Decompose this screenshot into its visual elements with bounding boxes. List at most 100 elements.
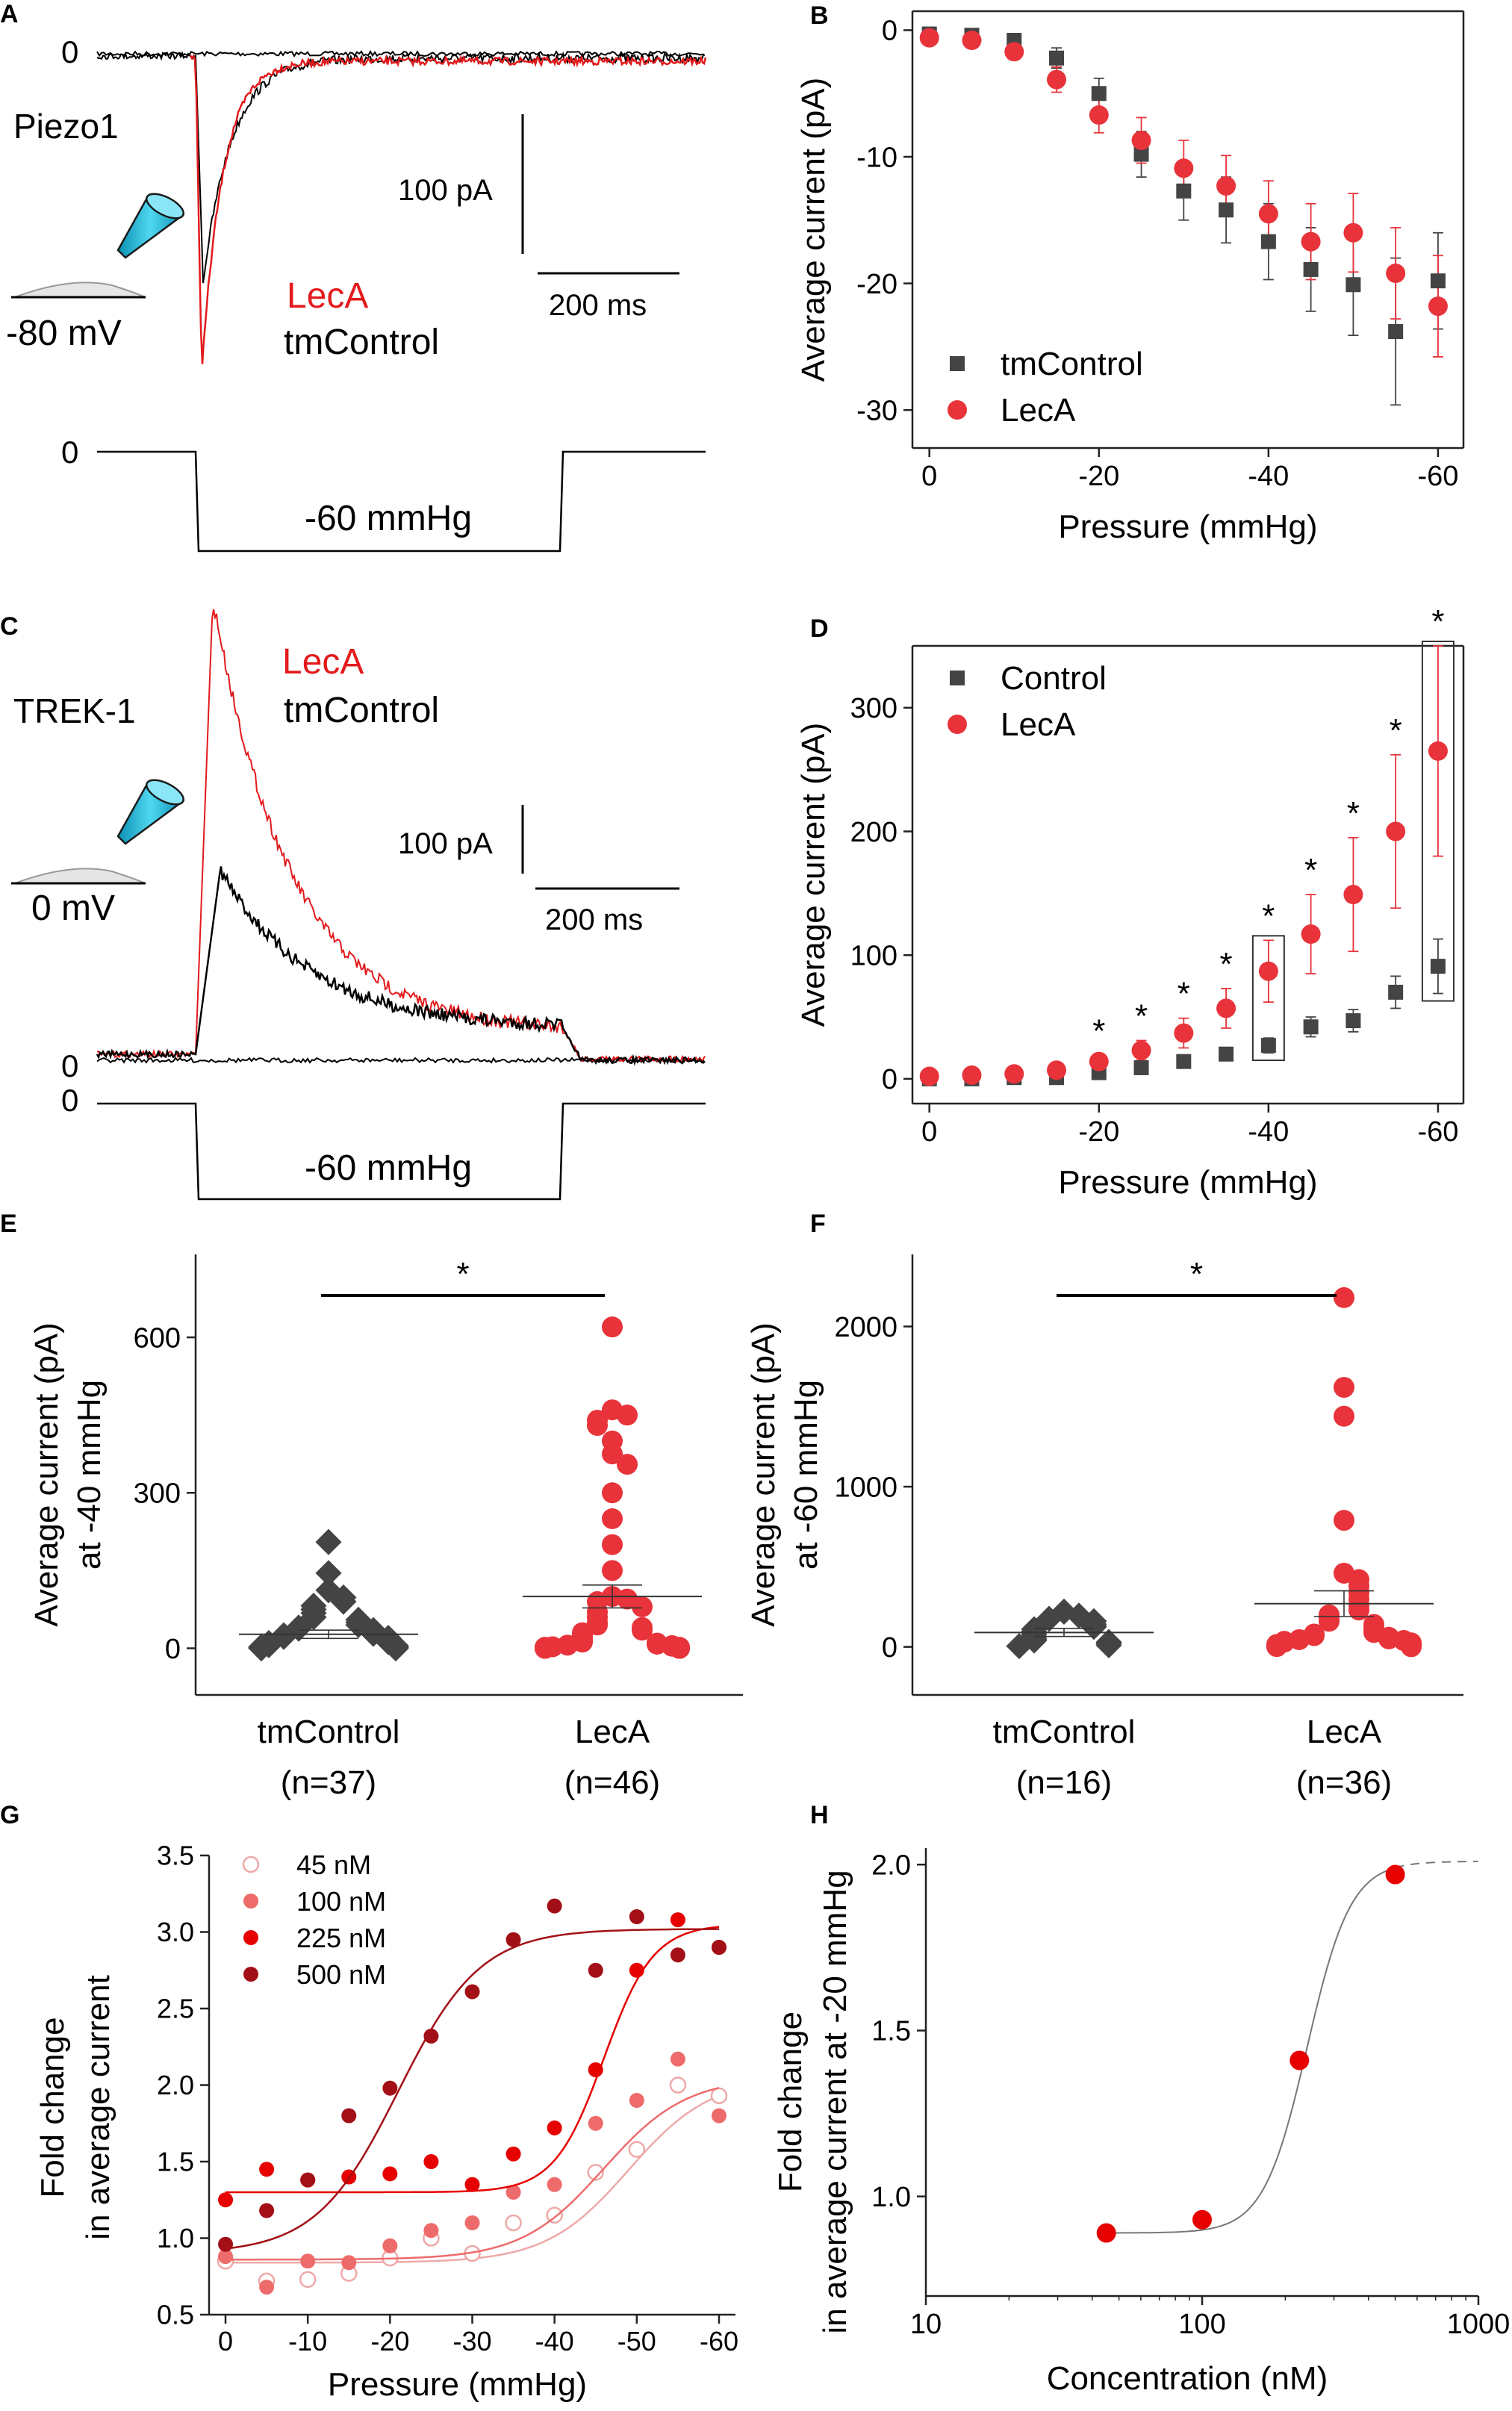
- n-label: (n=16): [1016, 1764, 1112, 1801]
- leca-point: [1174, 1023, 1194, 1043]
- leca-point: [1216, 998, 1236, 1018]
- tmcontrol-point: [1388, 324, 1404, 339]
- leca-point: [1348, 1599, 1369, 1621]
- significance-star: *: [1220, 946, 1233, 983]
- tmcontrol-point: [1095, 1631, 1122, 1659]
- tmcontrol-point: [248, 1634, 275, 1662]
- significance-star: *: [1431, 603, 1444, 640]
- pressure-stimulus-trace: [97, 1102, 706, 1201]
- y-tick-label: 1.0: [157, 2223, 194, 2253]
- n-label: (n=36): [1296, 1764, 1392, 1801]
- legend-tmcontrol: tmControl: [284, 323, 439, 362]
- x-tick-label: 0: [218, 2326, 233, 2356]
- tmcontrol-point: [1080, 1614, 1107, 1640]
- significance-star: *: [1092, 1012, 1105, 1049]
- x-tick-label: -30: [452, 2326, 491, 2356]
- category-label: LecA: [1307, 1714, 1382, 1750]
- zero-label-top: 0: [61, 1048, 78, 1083]
- leca-point: [602, 1482, 623, 1504]
- leca-point: [632, 1596, 653, 1617]
- stimulus-label: -60 mmHg: [305, 499, 472, 538]
- y-tick-label: 0.5: [157, 2300, 194, 2330]
- data-point: [218, 2236, 234, 2252]
- leca-point: [1047, 69, 1067, 90]
- holding-potential: -80 mV: [6, 314, 122, 353]
- data-point: [341, 2108, 357, 2124]
- fit-curve: [225, 1928, 719, 2250]
- x-tick-label: -10: [288, 2326, 327, 2356]
- pressure-stimulus-trace: [97, 450, 706, 553]
- y-tick-label: 1.5: [157, 2147, 194, 2177]
- data-point: [341, 2255, 357, 2271]
- data-point: [547, 2177, 562, 2192]
- y-axis-label: Average current (pA): [795, 78, 832, 382]
- leca-point: [669, 1637, 690, 1659]
- panel-label-h: H: [810, 1801, 829, 1829]
- legend-label: Control: [1001, 660, 1107, 697]
- data-point: [629, 1909, 644, 1924]
- y-tick-label: 3.5: [157, 1841, 194, 1871]
- tmcontrol-point: [1219, 202, 1234, 218]
- panel-e: E 0 300 600 Average current (pA) at -40 mmHg…: [0, 1210, 743, 1801]
- leca-point: [962, 31, 982, 50]
- legend-label: LecA: [1001, 706, 1076, 743]
- pipette-icon: [11, 193, 185, 299]
- panel-h: H 1.0 1.5 2.0 10 100 1000 Fold change in averag…: [772, 1801, 1510, 2397]
- y-tick-label: 1.5: [871, 2016, 911, 2047]
- control-current-trace: [96, 866, 706, 1066]
- legend-marker: [948, 715, 967, 734]
- leca-point: [1258, 961, 1278, 981]
- x-tick-label: -60: [1417, 461, 1458, 492]
- legend-marker: [950, 356, 965, 371]
- control-point: [1260, 1038, 1276, 1054]
- data-point: [505, 2214, 522, 2232]
- data-point: [711, 2108, 727, 2124]
- y-tick-label: 3.0: [157, 1917, 194, 1947]
- fit-curve-extrapolated: [1395, 1861, 1478, 1869]
- significance-star: *: [1347, 795, 1360, 832]
- fit-curve: [225, 2086, 720, 2261]
- data-point: [300, 2253, 316, 2269]
- tmcontrol-point: [1260, 234, 1276, 249]
- control-point: [1303, 1019, 1319, 1035]
- significance-star: *: [1190, 1256, 1203, 1292]
- leca-point: [1131, 130, 1151, 150]
- panel-label-e: E: [0, 1210, 17, 1238]
- panel-f: F 0 1000 2000 Average current (pA) at -60 mm…: [745, 1210, 1463, 1801]
- significance-star: *: [1135, 998, 1148, 1035]
- tmcontrol-point: [1006, 1633, 1033, 1660]
- n-label: (n=46): [564, 1764, 660, 1801]
- panel-a: A 0 Piezo1 100 pA 200 ms LecA tmControl …: [0, 0, 707, 553]
- data-point: [382, 2080, 398, 2096]
- leca-point: [1004, 1064, 1024, 1084]
- leca-point: [1004, 42, 1024, 62]
- x-tick-label: -60: [1417, 1116, 1458, 1148]
- legend-leca: LecA: [287, 276, 368, 316]
- significance-star: *: [1177, 976, 1190, 1012]
- tmcontrol-point: [315, 1528, 342, 1555]
- leca-point: [1266, 1636, 1287, 1658]
- leca-point: [962, 1065, 982, 1085]
- leca-point: [1301, 924, 1321, 945]
- time-scale-label: 200 ms: [545, 903, 643, 936]
- holding-potential: 0 mV: [31, 889, 115, 928]
- leca-current-trace: [96, 609, 706, 1063]
- legend-label: tmControl: [1001, 346, 1143, 382]
- data-point: [546, 2206, 563, 2224]
- highlight-box: [1251, 935, 1285, 1062]
- legend-leca: LecA: [282, 642, 364, 682]
- legend-label: 100 nM: [296, 1886, 386, 1917]
- y-tick-label: 600: [134, 1322, 181, 1354]
- leca-point: [1428, 296, 1448, 317]
- zero-label-bottom: 0: [61, 435, 78, 470]
- y-tick-label: 0: [882, 1632, 897, 1664]
- data-point: [670, 2051, 685, 2067]
- data-point: [588, 2062, 603, 2077]
- leca-point: [1428, 741, 1448, 761]
- data-point: [505, 2146, 521, 2162]
- legend-marker: [243, 1967, 258, 1982]
- leca-point: [587, 1415, 608, 1437]
- x-axis-label: Pressure (mmHg): [1058, 1164, 1317, 1201]
- x-tick-label: 10: [910, 2309, 942, 2340]
- legend-tmcontrol: tmControl: [284, 691, 439, 730]
